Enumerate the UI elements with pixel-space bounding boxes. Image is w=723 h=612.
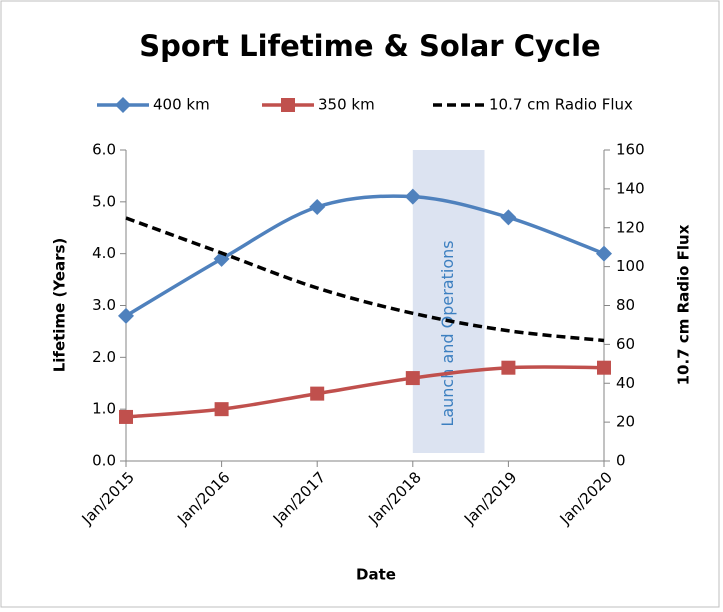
y2-tick-label: 20 — [616, 413, 635, 431]
data-point — [405, 371, 420, 386]
series-line — [125, 216, 605, 343]
data-point — [119, 409, 133, 424]
series-line — [125, 194, 605, 318]
data-point — [500, 209, 517, 226]
y-axis-title: Lifetime (Years) — [51, 238, 69, 373]
y2-tick-label: 160 — [616, 141, 645, 159]
data-point — [597, 360, 611, 375]
y-tick-label: 4.0 — [92, 244, 116, 262]
span-label: Launch and Operations — [438, 240, 457, 426]
y-tick-label: 6.0 — [92, 141, 116, 159]
data-point — [310, 386, 325, 401]
y2-axis-title: 10.7 cm Radio Flux — [675, 224, 693, 385]
data-point — [309, 199, 326, 216]
y2-tick-label: 100 — [616, 257, 645, 275]
y-tick-label: 1.0 — [92, 400, 116, 418]
legend-label: 350 km — [318, 96, 375, 114]
y-tick-label: 0.0 — [92, 452, 116, 470]
legend-label: 400 km — [153, 96, 210, 114]
y2-tick-label: 80 — [616, 296, 635, 314]
data-point — [596, 245, 612, 262]
data-point — [404, 188, 421, 205]
legend-marker — [115, 97, 131, 113]
y-tick-label: 5.0 — [92, 192, 116, 210]
y2-tick-label: 140 — [616, 179, 645, 197]
y-tick-label: 3.0 — [92, 296, 116, 314]
series-line — [125, 365, 605, 419]
y2-tick-label: 60 — [616, 335, 635, 353]
data-point — [501, 360, 516, 375]
data-point — [214, 402, 229, 417]
y2-tick-label: 0 — [616, 452, 626, 470]
y2-tick-label: 40 — [616, 374, 635, 392]
legend-marker — [281, 98, 295, 112]
chart-title: Sport Lifetime & Solar Cycle — [139, 29, 600, 63]
y-tick-label: 2.0 — [92, 348, 116, 366]
x-axis-title: Date — [356, 566, 396, 584]
data-point — [118, 307, 134, 324]
y2-tick-label: 120 — [616, 218, 645, 236]
legend-label: 10.7 cm Radio Flux — [489, 96, 633, 114]
